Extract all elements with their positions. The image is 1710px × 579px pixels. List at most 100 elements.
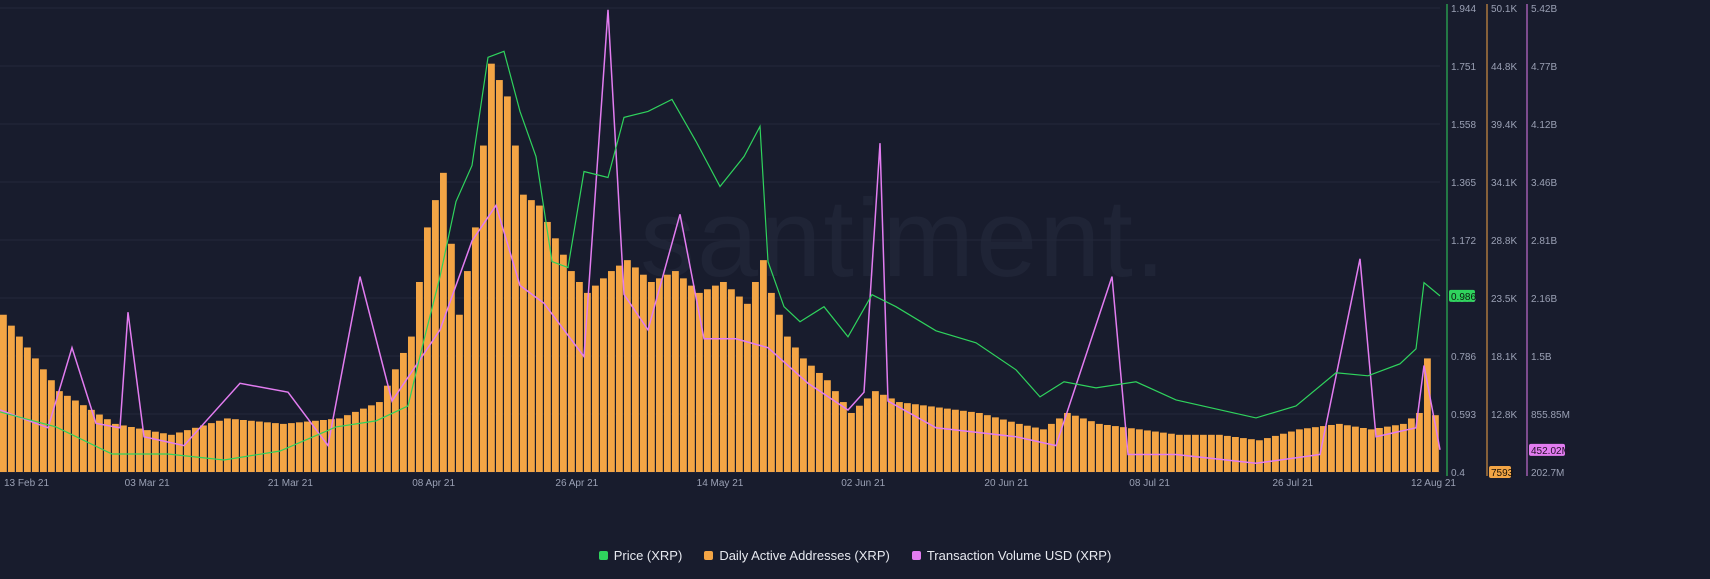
address-bar [576,281,583,472]
price-line [0,50,1441,461]
address-bar [1016,423,1023,472]
address-bar [536,205,543,472]
address-bar [496,80,503,472]
address-bar [1248,439,1255,472]
legend-item-volume[interactable]: Transaction Volume USD (XRP) [911,548,1111,563]
address-bar [1296,429,1303,472]
address-bar [1264,438,1271,472]
addresses-current-badge [1489,466,1511,478]
addresses-tick-label: 18.1K [1491,352,1517,363]
volume-current-value: 452.02M [1531,446,1570,457]
volume-tick-label: 202.7M [1531,468,1564,479]
address-bar [928,406,935,472]
address-bar [1144,430,1151,472]
address-bar [1152,431,1159,472]
address-bar [792,347,799,472]
x-axis-labels: 13 Feb 21 03 Mar 21 21 Mar 21 08 Apr 21 26 A… [4,478,1456,489]
address-bar [1232,436,1239,472]
address-bar [1184,434,1191,472]
address-bar [520,194,527,473]
address-bar [984,415,991,472]
address-bar [176,432,183,472]
legend-label-price: Price (XRP) [613,548,683,563]
address-bar [1384,426,1391,472]
address-bar [944,408,951,472]
legend: Price (XRP) Daily Active Addresses (XRP)… [0,548,1710,563]
address-bar [1288,431,1295,472]
address-bar [1416,412,1423,472]
address-bar [1032,427,1039,472]
volume-tick-label: 2.81B [1531,236,1557,247]
x-tick-label: 26 Jul 21 [1273,478,1314,489]
address-bar [336,418,343,472]
address-bar [656,278,663,472]
x-tick-label: 26 Apr 21 [555,478,598,489]
address-bar [880,394,887,472]
address-bar [824,380,831,472]
address-bar [64,395,71,472]
price-swatch [598,551,608,560]
address-bar [208,423,215,472]
address-bar [352,411,359,472]
price-tick-label: 1.751 [1451,62,1476,73]
address-bar [720,281,727,472]
legend-item-addresses[interactable]: Daily Active Addresses (XRP) [704,548,890,563]
address-bar [24,347,31,472]
address-bar [112,423,119,472]
x-tick-label: 21 Mar 21 [268,478,313,489]
price-tick-label: 1.365 [1451,178,1476,189]
price-tick-label: 1.172 [1451,236,1476,247]
address-bar [664,274,671,472]
address-bar [248,420,255,472]
volume-tick-label: 2.16B [1531,294,1557,305]
address-bar [152,431,159,472]
address-bar [936,407,943,472]
address-bar [592,285,599,472]
address-bar [40,369,47,472]
address-bar [912,404,919,472]
address-bar [264,422,271,472]
address-bar [328,419,335,472]
address-bar [472,227,479,472]
address-bar [888,398,895,472]
address-bar [0,314,7,472]
address-bar [104,419,111,472]
addresses-tick-label: 28.8K [1491,236,1517,247]
address-bar [568,271,575,472]
address-bar [784,336,791,472]
address-bar [1064,412,1071,472]
x-tick-label: 03 Mar 21 [125,478,170,489]
address-bar [184,430,191,472]
address-bar [408,336,415,472]
address-bar [216,420,223,472]
address-bar [832,391,839,472]
address-bar [88,409,95,472]
x-tick-label: 13 Feb 21 [4,478,49,489]
address-bar [168,434,175,472]
address-bar [512,145,519,472]
address-bar [1080,418,1087,472]
chart-canvas: 1.9441.7511.5581.3651.1720.9790.7860.593… [0,4,1570,489]
address-bar [120,425,127,472]
address-bar [224,418,231,472]
address-bar [1312,427,1319,472]
addresses-tick-label: 50.1K [1491,4,1517,15]
address-bar [1224,435,1231,472]
volume-swatch [911,551,921,560]
address-bar [320,419,327,472]
address-bar [1344,425,1351,472]
address-bar [728,289,735,472]
address-bar [312,420,319,472]
address-bar [768,292,775,472]
address-bar [1408,418,1415,472]
address-bar [920,405,927,472]
legend-item-price[interactable]: Price (XRP) [598,548,683,563]
address-bar [1376,427,1383,472]
addresses-tick-label: 44.8K [1491,62,1517,73]
address-bar [1000,419,1007,472]
address-bar [56,391,63,472]
addresses-tick-label: 39.4K [1491,120,1517,131]
address-bar [680,278,687,472]
address-bar [744,303,751,472]
price-tick-label: 0.593 [1451,410,1476,421]
